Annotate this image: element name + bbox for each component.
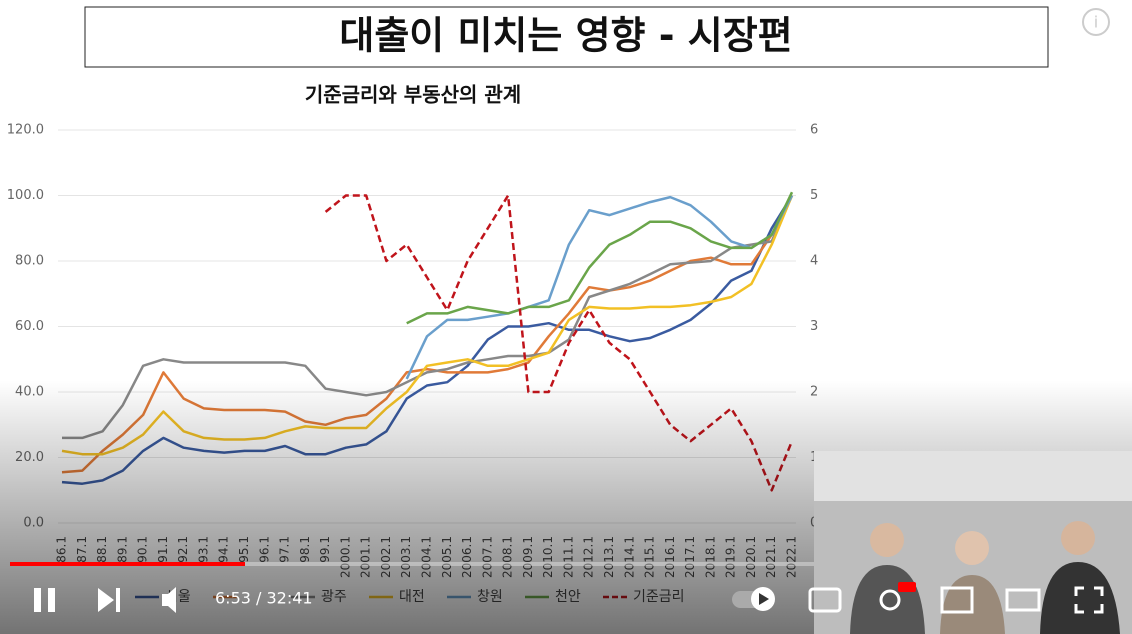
fullscreen-button[interactable] xyxy=(1074,586,1104,614)
controls: 6:53 / 32:41 xyxy=(34,587,775,613)
video-title: 대출이 미치는 영향 - 시장편 xyxy=(339,14,792,58)
progress-played xyxy=(10,562,245,566)
next-button[interactable] xyxy=(98,588,120,612)
inset-wall xyxy=(814,451,1132,501)
y-tick-label: 120.0 xyxy=(7,123,44,138)
miniplayer-button[interactable] xyxy=(940,586,974,614)
person-body xyxy=(1040,562,1120,634)
person-face xyxy=(955,531,989,565)
subtitles-button[interactable] xyxy=(808,587,842,613)
theater-button[interactable] xyxy=(1005,588,1041,612)
autoplay-icon xyxy=(759,593,769,605)
y2-tick-label: 3 xyxy=(810,319,818,334)
settings-button[interactable] xyxy=(879,589,901,611)
series-line xyxy=(62,194,794,440)
person-face xyxy=(1061,521,1095,555)
chart-title: 기준금리와 부동산의 관계 xyxy=(305,83,521,107)
time-display: 6:53 / 32:41 xyxy=(215,589,313,608)
y2-tick-label: 4 xyxy=(810,254,818,269)
volume-button[interactable] xyxy=(162,587,176,613)
y-tick-label: 100.0 xyxy=(7,188,44,203)
progress-track[interactable] xyxy=(10,562,1122,566)
video-inset xyxy=(814,451,1132,634)
info-icon[interactable] xyxy=(1082,8,1110,36)
title-box xyxy=(84,6,1049,68)
pause-button-bar xyxy=(48,588,55,612)
series-line xyxy=(405,194,794,380)
right-controls xyxy=(808,586,1104,614)
y-tick-label: 80.0 xyxy=(15,254,44,269)
y2-tick-label: 6 xyxy=(810,123,818,138)
y2-tick-label: 5 xyxy=(810,188,818,203)
pause-button[interactable] xyxy=(34,588,41,612)
person-face xyxy=(870,523,904,557)
y-tick-label: 60.0 xyxy=(15,319,44,334)
series-line xyxy=(324,194,794,492)
series-line xyxy=(406,191,794,325)
info-icon-glyph: i xyxy=(1094,13,1098,32)
hd-badge xyxy=(898,582,916,592)
